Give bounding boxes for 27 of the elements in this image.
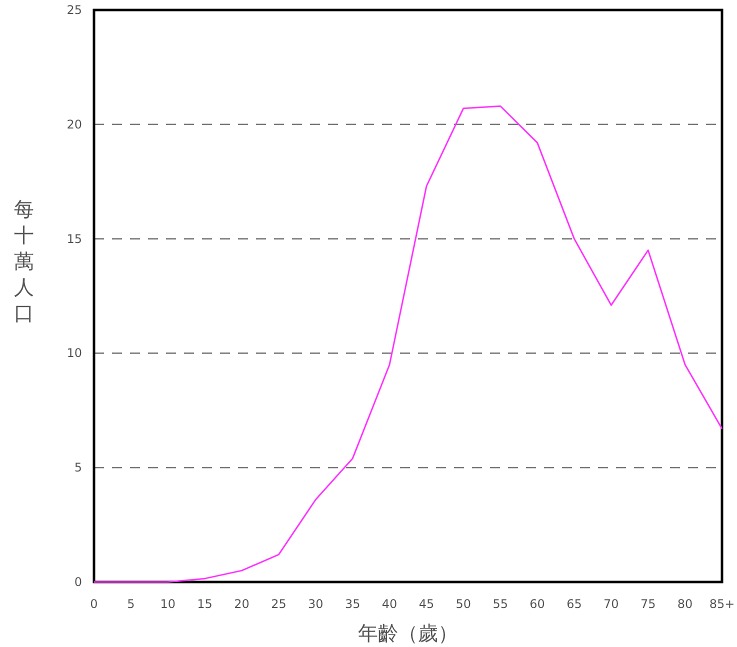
y-tick-label: 5 bbox=[74, 460, 82, 475]
x-tick-label: 0 bbox=[90, 597, 98, 611]
x-tick-label: 35 bbox=[344, 597, 360, 611]
y-tick-label: 0 bbox=[74, 575, 82, 589]
x-axis-title: 年齡（歲） bbox=[358, 621, 458, 645]
x-tick-label: 70 bbox=[604, 597, 619, 611]
x-tick-label: 65 bbox=[566, 597, 582, 611]
x-tick-label: 55 bbox=[492, 597, 508, 611]
x-tick-label: 15 bbox=[197, 597, 212, 611]
y-tick-label: 20 bbox=[66, 117, 82, 132]
y-tick-label: 15 bbox=[66, 232, 82, 246]
x-tick-label: 10 bbox=[160, 597, 176, 611]
x-tick-label: 75 bbox=[640, 597, 656, 611]
line-series bbox=[93, 105, 723, 583]
x-tick-label: 30 bbox=[308, 597, 324, 611]
x-tick-label: 5 bbox=[127, 597, 135, 611]
x-tick-label: 50 bbox=[456, 597, 472, 611]
x-tick-label: 80 bbox=[677, 597, 693, 611]
x-tick-label: 25 bbox=[271, 597, 286, 611]
x-tick-label: 20 bbox=[234, 597, 250, 611]
x-tick-label: 40 bbox=[382, 597, 398, 611]
y-tick-label: 10 bbox=[66, 346, 82, 360]
y-tick-label: 25 bbox=[66, 3, 82, 17]
x-tick-label: 45 bbox=[418, 597, 434, 611]
x-tick-label: 60 bbox=[530, 597, 545, 611]
y-axis-title: 每十萬人口 bbox=[14, 197, 34, 325]
x-tick-label: 85+ bbox=[709, 597, 735, 611]
